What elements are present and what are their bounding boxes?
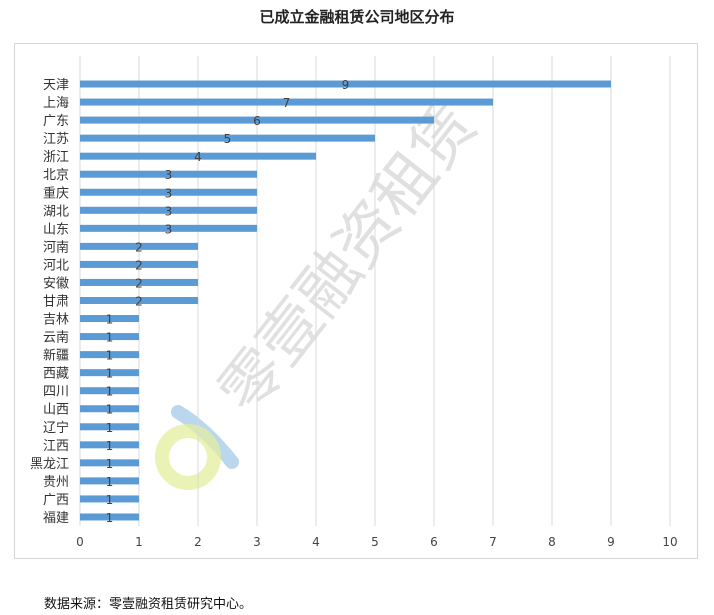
bar xyxy=(80,387,139,395)
category-label: 甘肃 xyxy=(43,295,69,310)
bar xyxy=(80,278,198,286)
x-tick-label: 1 xyxy=(135,535,143,549)
data-label: 4 xyxy=(194,150,202,164)
x-tick-labels: 0 1 2 3 4 5 6 7 8 9 10 xyxy=(76,535,677,549)
category-label: 河北 xyxy=(43,258,69,273)
category-label: 山西 xyxy=(43,403,69,418)
x-tick-label: 4 xyxy=(312,535,320,549)
bar xyxy=(80,405,139,413)
bar xyxy=(80,441,139,449)
source-note: 数据来源：零壹融资租赁研究中心。 xyxy=(44,597,253,612)
data-label: 9 xyxy=(342,78,350,92)
bar xyxy=(80,206,257,214)
category-label: 北京 xyxy=(43,168,69,183)
bar xyxy=(80,152,316,160)
data-label: 1 xyxy=(106,385,114,399)
bar xyxy=(80,134,375,142)
bar xyxy=(80,513,139,521)
category-label: 山东 xyxy=(43,222,69,237)
data-label: 1 xyxy=(106,475,114,489)
category-labels: 天津上海广东江苏浙江北京重庆湖北山东河南河北安徽甘肃吉林云南新疆西藏四川山西辽宁… xyxy=(30,78,69,526)
bar xyxy=(80,260,198,268)
bar xyxy=(80,315,139,323)
category-label: 河南 xyxy=(43,239,69,255)
data-label: 3 xyxy=(165,222,173,236)
watermark: 零壹融资租赁 xyxy=(155,89,491,490)
bar xyxy=(80,423,139,431)
data-label: 3 xyxy=(165,186,173,200)
chart-title: 已成立金融租赁公司地区分布 xyxy=(259,8,455,26)
x-tick-label: 6 xyxy=(430,535,438,549)
x-tick-label: 7 xyxy=(489,535,497,549)
x-tick-label: 5 xyxy=(371,535,379,549)
category-label: 江西 xyxy=(43,439,69,454)
category-label: 湖北 xyxy=(43,204,69,219)
x-tick-label: 3 xyxy=(253,535,261,549)
category-label: 云南 xyxy=(43,330,69,346)
bar xyxy=(80,333,139,341)
category-label: 辽宁 xyxy=(43,420,69,436)
data-label: 3 xyxy=(165,204,173,218)
category-label: 吉林 xyxy=(43,313,69,328)
x-tick-label: 2 xyxy=(194,535,202,549)
data-label: 1 xyxy=(106,421,114,435)
bars-layer xyxy=(80,80,611,521)
category-label: 天津 xyxy=(43,78,69,93)
data-label: 2 xyxy=(135,258,143,272)
bar xyxy=(80,495,139,503)
data-label: 1 xyxy=(106,313,114,327)
data-label: 1 xyxy=(106,349,114,363)
data-label: 3 xyxy=(165,168,173,182)
category-label: 新疆 xyxy=(43,348,69,364)
data-label: 1 xyxy=(106,331,114,345)
watermark-logo-ring xyxy=(155,424,221,490)
data-label: 2 xyxy=(135,276,143,290)
data-label: 1 xyxy=(106,367,114,381)
data-label: 7 xyxy=(283,96,291,110)
data-label: 1 xyxy=(106,493,114,507)
data-label: 1 xyxy=(106,511,114,525)
category-label: 安徽 xyxy=(43,276,69,291)
labels-layer: 9 7 6 5 4 3 3 3 3 2 2 2 2 1 1 1 1 1 1 1 1 1 1 1 1 xyxy=(106,78,350,525)
data-label: 2 xyxy=(135,295,143,309)
category-label: 四川 xyxy=(43,385,69,400)
data-label: 1 xyxy=(106,403,114,417)
category-label: 西藏 xyxy=(43,367,69,382)
category-label: 重庆 xyxy=(43,185,69,201)
data-label: 2 xyxy=(135,240,143,254)
grid-layer xyxy=(79,56,671,526)
data-label: 1 xyxy=(106,439,114,453)
data-label: 5 xyxy=(224,132,232,146)
data-label: 1 xyxy=(106,457,114,471)
data-label: 6 xyxy=(253,114,261,128)
bar xyxy=(80,369,139,377)
x-tick-label: 0 xyxy=(76,535,84,549)
x-tick-label: 10 xyxy=(662,535,677,549)
category-label: 贵州 xyxy=(43,475,69,490)
category-label: 浙江 xyxy=(43,150,69,165)
bar xyxy=(80,477,139,485)
bar xyxy=(80,170,257,178)
bar xyxy=(80,351,139,359)
category-label: 广西 xyxy=(43,493,69,508)
bar xyxy=(80,98,493,106)
category-label: 广东 xyxy=(43,114,69,129)
category-label: 上海 xyxy=(43,96,69,111)
category-label: 江苏 xyxy=(43,131,69,147)
x-tick-label: 8 xyxy=(548,535,556,549)
chart-frame xyxy=(14,43,698,559)
category-label: 黑龙江 xyxy=(30,457,69,472)
x-tick-label: 9 xyxy=(607,535,615,549)
bar xyxy=(80,116,434,124)
category-label: 福建 xyxy=(43,511,69,526)
bar xyxy=(80,297,198,304)
bar xyxy=(80,80,611,88)
bar xyxy=(80,224,257,232)
bar xyxy=(80,242,198,250)
bar xyxy=(80,188,257,196)
bar xyxy=(80,459,139,467)
